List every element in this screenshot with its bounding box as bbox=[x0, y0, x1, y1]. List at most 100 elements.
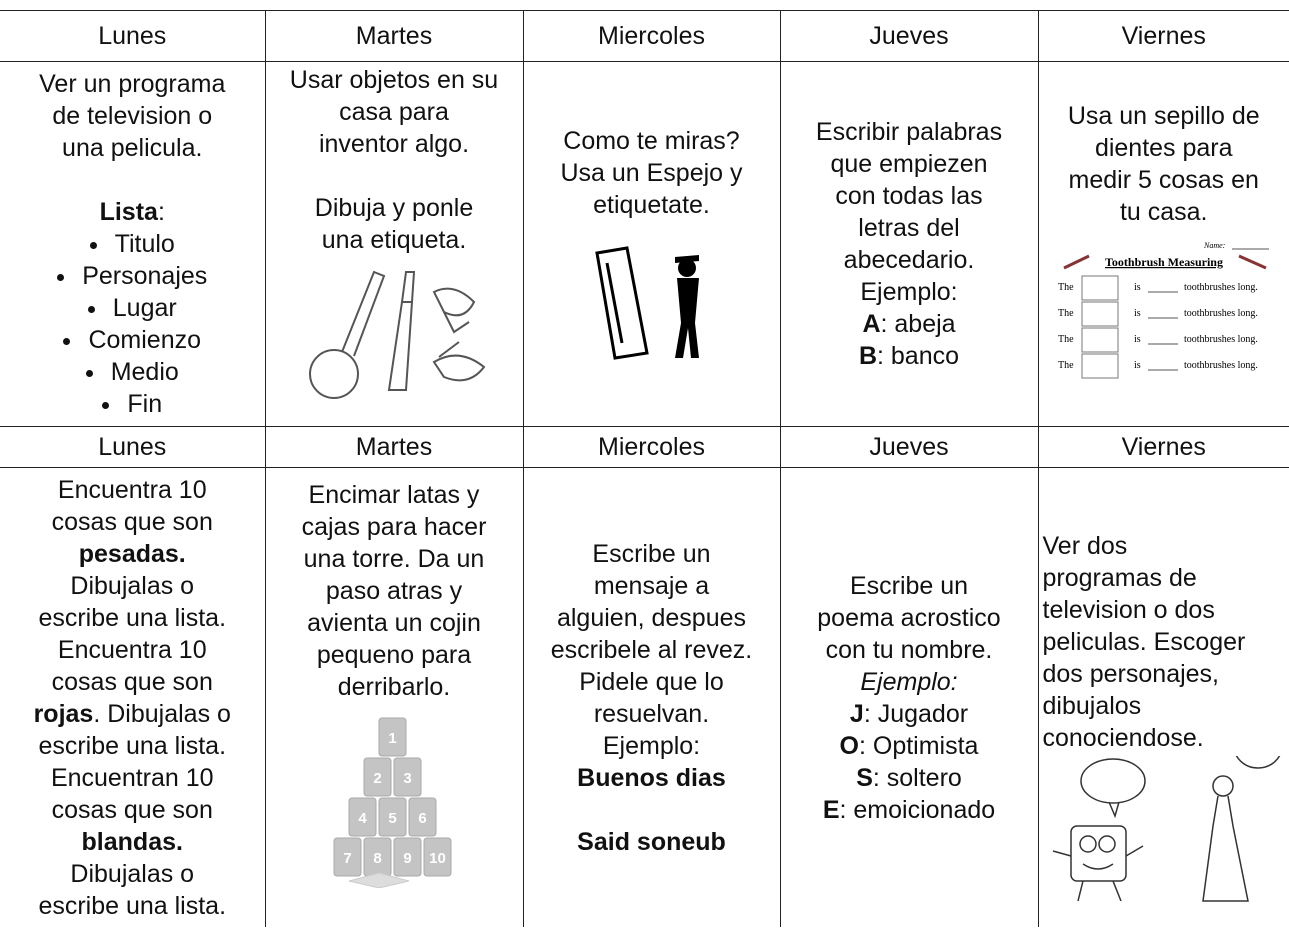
header-row: Lunes Martes Miercoles Jueves Viernes bbox=[0, 10, 1289, 62]
text-segment: E bbox=[822, 795, 840, 824]
can bbox=[378, 797, 407, 837]
bullet bbox=[85, 369, 93, 377]
text-segment: : emoicionado bbox=[839, 795, 996, 824]
text-line: derribarlo. bbox=[337, 673, 451, 701]
day-header: Viernes bbox=[1037, 426, 1289, 468]
text-line: escribe una lista. bbox=[38, 891, 227, 920]
text-line: Dibujalas o bbox=[70, 571, 195, 600]
paragraph: Escribe un poema acrostico con tu nombre. E… bbox=[817, 570, 1000, 826]
text-line: Encuentran 10 bbox=[50, 763, 214, 792]
text-line: O: Optimista bbox=[817, 730, 1000, 762]
text-line: S: soltero bbox=[817, 762, 1000, 794]
paragraph: Lista: Titulo Personajes Lugar Comienzo Medio… bbox=[57, 196, 207, 420]
text-line: A: abeja bbox=[816, 308, 1002, 340]
worksheet-word: toothbrushes long. bbox=[1184, 334, 1258, 345]
worksheet-word: is bbox=[1134, 308, 1141, 319]
text-segment: : abeja bbox=[880, 310, 956, 338]
day-header: Jueves bbox=[779, 426, 1039, 468]
text-segment: Buenos dias bbox=[577, 763, 726, 792]
text-line: Dibujalas o bbox=[70, 859, 195, 888]
paragraph: Said soneub bbox=[577, 826, 726, 858]
text-segment: Medio bbox=[110, 358, 179, 386]
text-line: Medio bbox=[57, 356, 207, 388]
text-line: Pidele que lo bbox=[579, 667, 724, 696]
text-line: Said soneub bbox=[577, 826, 726, 858]
text-line: J: Jugador bbox=[817, 698, 1000, 730]
text-line: Personajes bbox=[57, 260, 207, 292]
text-segment: A bbox=[862, 310, 881, 338]
worksheet-word: is bbox=[1134, 334, 1141, 345]
cans-illustration: 1 2 3 4 5 6 7 8 9 10 bbox=[333, 717, 452, 888]
text-segment: S bbox=[856, 763, 873, 792]
text-line: Titulo bbox=[57, 228, 207, 260]
toothbrush-illustration bbox=[309, 270, 486, 399]
text-line: una etiqueta. bbox=[321, 226, 467, 254]
text-line: medir 5 cosas en bbox=[1068, 166, 1259, 194]
text-line: Encimar latas y bbox=[308, 481, 480, 509]
header-row: Lunes Martes Miercoles Jueves Viernes bbox=[0, 426, 1289, 468]
activity-cell: Escribe un poema acrostico con tu nombre. E… bbox=[779, 467, 1039, 927]
activity-cell: Encuentra 10 cosas que son pesadas. Dibujal… bbox=[0, 467, 266, 927]
text-line: resuelvan. bbox=[593, 699, 710, 728]
answer-box bbox=[1081, 275, 1119, 301]
worksheet-name-label: Name: bbox=[1203, 241, 1226, 250]
can bbox=[363, 757, 392, 797]
text-line: Lista: bbox=[57, 196, 207, 228]
text-segment: Personajes bbox=[82, 262, 208, 290]
can bbox=[333, 837, 362, 877]
text-line: Ver un programa bbox=[39, 70, 226, 98]
text-line: cosas que son bbox=[51, 507, 213, 536]
can-number: 3 bbox=[403, 770, 411, 787]
can-number: 2 bbox=[373, 770, 381, 787]
text-line: avienta un cojin bbox=[307, 609, 481, 637]
can-number: 4 bbox=[358, 810, 367, 827]
paragraph: Encimar latas y cajas para hacer una torre… bbox=[302, 479, 487, 703]
text-segment: : soltero bbox=[872, 763, 962, 792]
text-line: pesadas. bbox=[34, 538, 231, 570]
bullet bbox=[63, 337, 71, 345]
text-line: Ejemplo: bbox=[860, 278, 958, 306]
text-segment: . Dibujalas o bbox=[93, 699, 231, 728]
day-header: Miercoles bbox=[522, 10, 781, 62]
text-line: Escribe un bbox=[592, 539, 711, 568]
text-line: con tu nombre. bbox=[825, 635, 993, 664]
answer-box bbox=[1081, 353, 1119, 379]
worksheet-word: The bbox=[1058, 282, 1074, 293]
paragraph: Ver un programa de television o una pelicu… bbox=[39, 68, 225, 164]
text-line: con todas las bbox=[835, 182, 983, 210]
text-line: una pelicula. bbox=[62, 134, 203, 162]
text-line: rojas. Dibujalas o bbox=[34, 698, 231, 730]
day-header: Martes bbox=[264, 10, 524, 62]
text-line: Ejemplo: bbox=[817, 666, 1000, 698]
text-line: Usa un sepillo de bbox=[1067, 102, 1260, 130]
text-line: television o dos bbox=[1042, 595, 1215, 624]
activity-cell: Como te miras? Usa un Espejo y etiquetate. bbox=[522, 61, 781, 427]
worksheet-word: The bbox=[1058, 334, 1074, 345]
activity-cell: Usa un sepillo de dientes para medir 5 cos… bbox=[1037, 61, 1289, 427]
worksheet-word: is bbox=[1134, 360, 1141, 371]
text-line: Escribe un bbox=[849, 571, 969, 600]
toothbrush-icon bbox=[1063, 254, 1267, 270]
text-segment: B bbox=[858, 342, 878, 370]
text-line: dientes para bbox=[1094, 134, 1233, 162]
activity-row: Ver un programa de television o una pelicu… bbox=[0, 61, 1289, 427]
can bbox=[393, 837, 422, 877]
can-number: 10 bbox=[429, 850, 446, 867]
can-number: 7 bbox=[343, 850, 351, 867]
paragraph: Dibuja y ponle una etiqueta. bbox=[315, 192, 473, 256]
cushion bbox=[348, 872, 410, 888]
activity-cell: Ver dos programas de television o dos pelic… bbox=[1037, 467, 1289, 927]
text-line: poema acrostico bbox=[817, 603, 1001, 632]
text-line: alguien, despues bbox=[556, 603, 747, 632]
answer-box bbox=[1081, 327, 1119, 353]
can bbox=[378, 717, 407, 757]
text-segment: Said soneub bbox=[577, 827, 726, 856]
paragraph: Como te miras? Usa un Espejo y etiquetate. bbox=[560, 125, 742, 221]
text-segment: Lugar bbox=[112, 294, 177, 322]
text-line: programas de bbox=[1042, 563, 1197, 592]
text-segment: Ejemplo: bbox=[860, 667, 958, 696]
bullet bbox=[87, 305, 95, 313]
can bbox=[423, 837, 452, 877]
characters-illustration bbox=[1052, 755, 1280, 902]
text-line: Fin bbox=[57, 388, 207, 420]
